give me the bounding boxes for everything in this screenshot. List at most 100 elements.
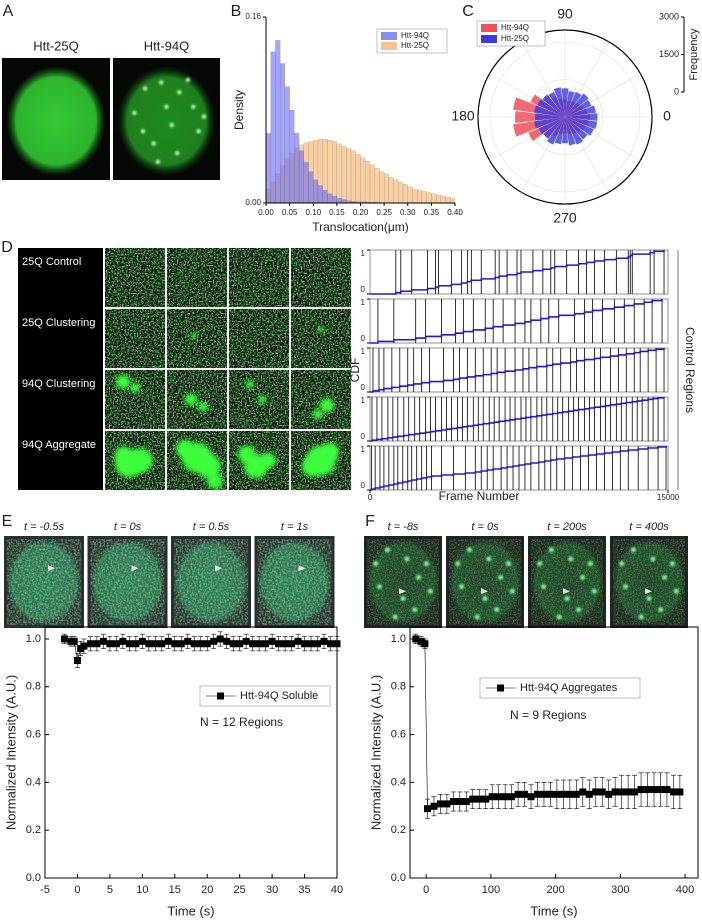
histogram-bar <box>317 185 323 204</box>
histogram-bar <box>360 157 366 204</box>
marker <box>449 798 457 806</box>
marker <box>145 640 153 648</box>
puncta <box>459 584 465 590</box>
cluster <box>130 382 140 393</box>
panel-label: E <box>2 513 13 530</box>
x-tick-label: 25 <box>234 884 246 896</box>
marker <box>553 790 561 798</box>
marker <box>301 640 309 648</box>
x-tick-label: 0.00 <box>258 208 274 217</box>
histogram-bar <box>374 168 380 204</box>
marker <box>249 640 257 648</box>
marker <box>469 795 477 803</box>
cluster <box>313 409 323 420</box>
x-tick-label: 0 <box>368 493 373 502</box>
radial-axis-label: Frequency <box>688 28 700 80</box>
annotation: N = 9 Regions <box>510 708 586 722</box>
puncta <box>191 104 196 110</box>
row-label: 25Q Clustering <box>22 317 95 329</box>
micrograph-noise <box>7 539 81 625</box>
histogram-bar <box>336 198 342 204</box>
marker <box>307 640 315 648</box>
rose-petal <box>534 105 565 117</box>
y-tick-label: 0.16 <box>245 12 261 21</box>
cluster <box>116 374 130 389</box>
histogram-bar <box>388 177 394 204</box>
arrowhead <box>298 565 306 572</box>
x-tick-label: 40 <box>331 884 343 896</box>
marker <box>482 795 490 803</box>
marker <box>488 793 496 801</box>
marker <box>70 637 78 645</box>
puncta <box>392 614 398 620</box>
rose-petal <box>553 87 565 117</box>
micrograph-noise <box>257 539 332 625</box>
x-tick-label: 35 <box>298 884 310 896</box>
cell <box>117 66 216 176</box>
puncta <box>619 561 625 567</box>
puncta <box>673 588 679 594</box>
arrowhead <box>399 588 406 595</box>
legend-marker <box>217 692 224 700</box>
rose-petal <box>561 88 569 117</box>
puncta <box>658 607 664 613</box>
rose-petal <box>565 117 588 140</box>
histogram-bar <box>336 143 342 204</box>
cluster <box>198 401 208 412</box>
rose-petal <box>538 117 565 135</box>
marker <box>164 637 172 645</box>
legend-label: Htt-25Q <box>501 34 529 43</box>
y-axis-label: Normalized Intensity (A.U.) <box>3 675 18 830</box>
cell <box>6 66 106 176</box>
annotation: N = 12 Regions <box>200 715 283 729</box>
marker <box>443 800 451 808</box>
marker <box>229 640 237 648</box>
puncta <box>564 596 570 602</box>
y-tick-label: 0.8 <box>26 681 41 693</box>
y-tick-label: 0 <box>361 383 366 392</box>
rose-petal <box>561 117 569 144</box>
puncta <box>377 584 383 590</box>
puncta <box>175 150 180 156</box>
legend-box <box>479 677 641 699</box>
marker <box>611 788 619 796</box>
x-tick-label: 0 <box>74 884 80 896</box>
puncta <box>158 80 164 85</box>
histogram-bar <box>289 109 295 204</box>
marker <box>177 640 185 648</box>
marker <box>151 640 159 648</box>
rose-petal <box>565 99 592 117</box>
arrowhead <box>645 588 652 595</box>
cluster <box>260 452 276 469</box>
micrograph-noise <box>229 248 289 307</box>
histogram-bar <box>384 173 389 204</box>
time-label: t = -0.5s <box>24 521 65 533</box>
y-tick-label: 0 <box>361 481 366 490</box>
y-tick-label: 0.2 <box>391 824 406 836</box>
legend-label: Htt-94Q <box>401 31 429 40</box>
marker <box>288 640 296 648</box>
micrograph-noise <box>174 539 248 625</box>
marker <box>676 788 684 796</box>
marker <box>158 640 166 648</box>
marker <box>559 790 567 798</box>
y-tick-label: 0.8 <box>391 681 406 693</box>
marker <box>598 788 606 796</box>
cluster <box>320 398 334 413</box>
rose-petal <box>565 105 596 117</box>
histogram-bar <box>412 188 418 204</box>
time-label: t = 400s <box>629 521 669 533</box>
cdf-line <box>370 396 665 442</box>
micrograph-noise <box>105 309 165 368</box>
puncta <box>423 561 429 567</box>
marker <box>262 640 270 648</box>
marker <box>197 640 205 648</box>
puncta <box>576 607 582 613</box>
marker <box>423 805 431 813</box>
puncta <box>482 596 488 602</box>
panel-label: D <box>1 239 13 256</box>
micrograph-noise <box>291 248 351 307</box>
micrograph-noise <box>105 248 165 307</box>
y-tick-label: 0 <box>361 334 366 343</box>
